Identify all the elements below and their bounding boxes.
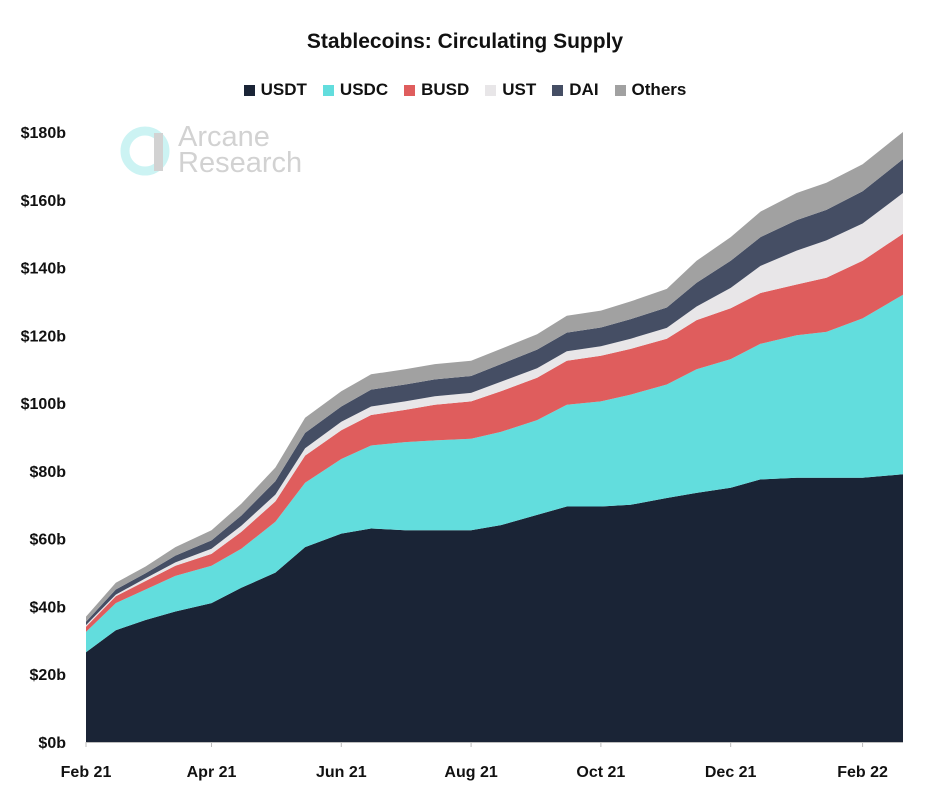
watermark-text: Arcane Research [178, 121, 303, 179]
y-tick-label: $120b [21, 328, 67, 345]
x-tick-label: Aug 21 [444, 764, 497, 781]
legend-swatch-busd [404, 84, 416, 96]
arcane-logo-icon [120, 126, 170, 176]
watermark-line-2: Research [178, 147, 303, 179]
chart-title: Stablecoins: Circulating Supply [306, 30, 624, 53]
y-tick-label: $40b [30, 599, 67, 616]
y-tick-label: $100b [21, 396, 67, 413]
x-tick-label: Jun 21 [316, 764, 367, 781]
legend-swatch-dai [552, 84, 564, 96]
x-tick-label: Feb 21 [61, 764, 112, 781]
legend-label-ust: UST [502, 80, 537, 99]
arcane-research-watermark: Arcane Research [118, 121, 303, 179]
y-tick-label: $140b [21, 261, 67, 278]
legend-label-usdt: USDT [260, 80, 307, 99]
legend-item-busd: BUSD [404, 80, 469, 100]
y-tick-label: $180b [21, 125, 67, 142]
legend-swatch-usdc [322, 84, 334, 96]
x-tick-label: Feb 22 [837, 764, 888, 781]
legend-label-dai: DAI [569, 80, 599, 99]
legend-item-usdc: USDC [322, 80, 389, 100]
legend-item-dai: DAI [552, 80, 599, 100]
area-usdc [86, 294, 903, 653]
legend-label-others: Others [631, 80, 687, 99]
y-tick-label: $60b [30, 532, 67, 549]
x-tick-label: Oct 21 [576, 764, 625, 781]
legend-swatch-others [614, 84, 626, 96]
legend-label-busd: BUSD [421, 80, 470, 99]
y-tick-label: $80b [30, 464, 67, 481]
legend: USDT USDC BUSD UST DAI Others [0, 80, 930, 100]
legend-item-usdt: USDT [243, 80, 307, 100]
area-busd [86, 233, 903, 632]
watermark-line-1: Arcane [178, 121, 270, 153]
y-tick-label: $0b [38, 735, 66, 752]
x-tick-label: Dec 21 [705, 764, 757, 781]
legend-swatch-usdt [243, 84, 255, 96]
area-usdt [86, 474, 903, 742]
legend-label-usdc: USDC [339, 80, 389, 99]
legend-swatch-ust [485, 84, 497, 96]
y-tick-label: $160b [21, 193, 67, 210]
x-tick-label: Apr 21 [187, 764, 237, 781]
y-tick-label: $20b [30, 667, 67, 684]
legend-item-ust: UST [485, 80, 536, 100]
legend-item-others: Others [614, 80, 687, 100]
